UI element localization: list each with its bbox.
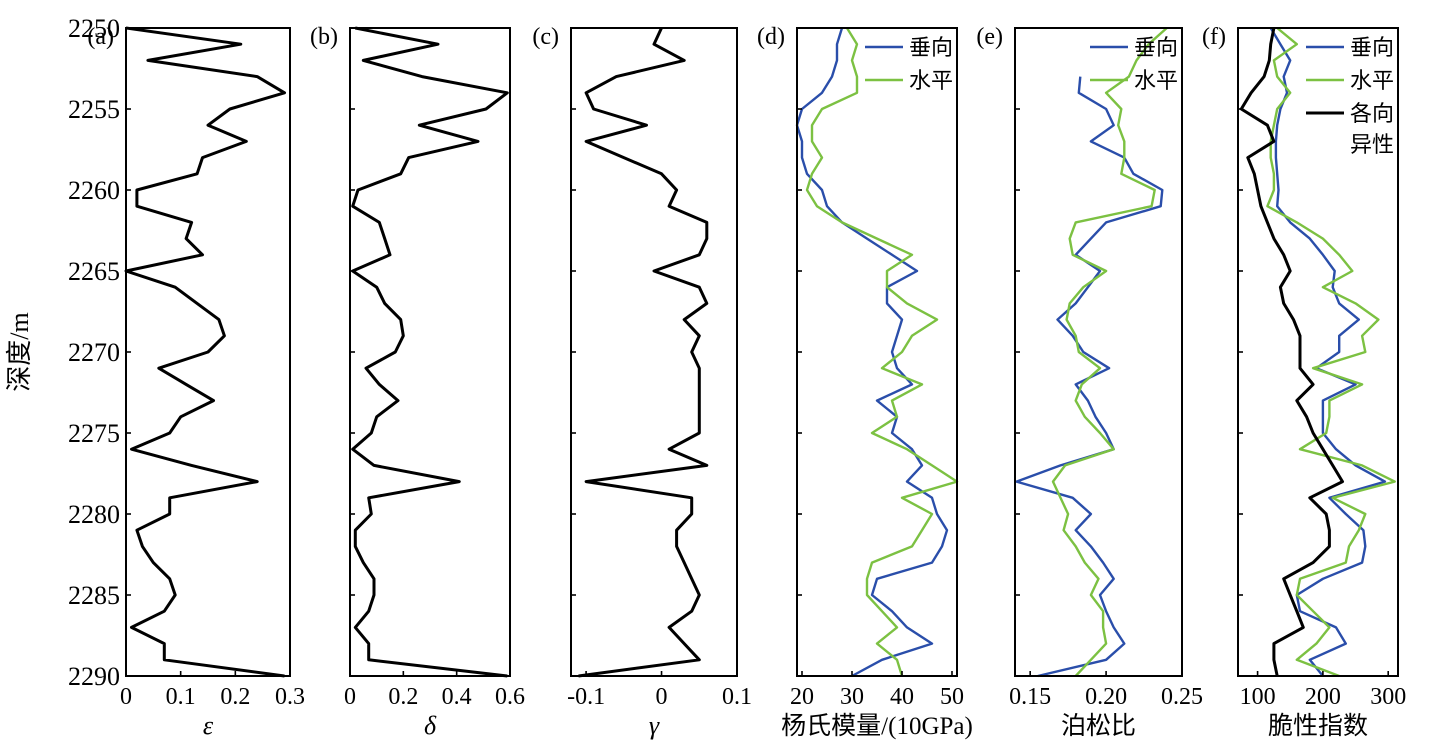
series-line-水平 bbox=[1051, 27, 1168, 677]
x-tick-label: 0.25 bbox=[1161, 684, 1203, 710]
x-tick-label: 0.15 bbox=[1009, 684, 1051, 710]
series-line-垂向 bbox=[795, 27, 949, 678]
x-axis-label: γ bbox=[649, 711, 660, 740]
x-tick-label: 200 bbox=[1305, 684, 1341, 710]
panel-a: (a)2250225522602265227022752280228522900… bbox=[68, 14, 305, 740]
series-line-main bbox=[351, 26, 509, 678]
panel-b: (b) 0 0.2 0.4 0.6 δ bbox=[310, 24, 525, 740]
x-axis-label: 杨氏模量/(10GPa) bbox=[781, 712, 973, 740]
x-tick-label: 0.3 bbox=[275, 684, 305, 710]
x-tick-label: 50 bbox=[940, 684, 964, 710]
legend-label: 异性 bbox=[1350, 132, 1394, 157]
x-tick-label: 0 bbox=[344, 684, 356, 710]
series-line-main bbox=[124, 26, 286, 678]
x-axis-label: ε bbox=[203, 711, 214, 740]
depth-tick-label: 2290 bbox=[68, 662, 120, 691]
legend-label: 各向 bbox=[1350, 101, 1394, 126]
panels: (a)2250225522602265227022752280228522900… bbox=[68, 14, 1406, 740]
x-axis-label: 脆性指数 bbox=[1268, 712, 1368, 740]
series-line-main bbox=[578, 27, 709, 678]
panel-label: (b) bbox=[310, 24, 338, 50]
legend-label: 水平 bbox=[1134, 68, 1178, 93]
x-tick-label: 100 bbox=[1240, 684, 1276, 710]
legend-label: 水平 bbox=[909, 68, 953, 93]
legend-label: 水平 bbox=[1350, 68, 1394, 93]
depth-tick-label: 2275 bbox=[68, 419, 120, 448]
x-tick-label: -0.1 bbox=[567, 684, 605, 710]
x-tick-label: 0.2 bbox=[388, 684, 418, 710]
panel-label: (f) bbox=[1202, 24, 1226, 50]
panel-label: (e) bbox=[976, 24, 1003, 50]
depth-tick-label: 2285 bbox=[68, 581, 120, 610]
plot-frame bbox=[570, 27, 738, 677]
legend-label: 垂向 bbox=[1350, 35, 1394, 60]
x-tick-label: 0.1 bbox=[722, 684, 752, 710]
x-tick-label: 20 bbox=[790, 684, 814, 710]
legend-label: 垂向 bbox=[909, 35, 953, 60]
x-axis-label: δ bbox=[424, 711, 437, 740]
x-tick-label: 0 bbox=[656, 684, 668, 710]
panel-label: (a) bbox=[87, 24, 114, 50]
x-tick-label: 0.6 bbox=[495, 684, 525, 710]
depth-tick-label: 2255 bbox=[68, 95, 120, 124]
x-tick-label: 0 bbox=[120, 684, 132, 710]
x-tick-label: 0.4 bbox=[442, 684, 472, 710]
legend-label: 垂向 bbox=[1134, 35, 1178, 60]
depth-tick-label: 2260 bbox=[68, 176, 120, 205]
x-tick-label: 300 bbox=[1370, 684, 1406, 710]
depth-tick-label: 2270 bbox=[68, 338, 120, 367]
depth-tick-label: 2265 bbox=[68, 257, 120, 286]
series-line-水平 bbox=[805, 27, 959, 677]
depth-tick-label: 2280 bbox=[68, 500, 120, 529]
x-tick-label: 30 bbox=[840, 684, 864, 710]
x-tick-label: 40 bbox=[890, 684, 914, 710]
series-line-垂向 bbox=[1269, 27, 1387, 677]
series-line-各向异性 bbox=[1239, 27, 1344, 677]
x-tick-label: 0.1 bbox=[166, 684, 196, 710]
x-tick-label: 0.2 bbox=[220, 684, 250, 710]
panel-label: (c) bbox=[532, 24, 559, 50]
x-axis-label: 泊松比 bbox=[1061, 712, 1136, 740]
depth-tick-label: 2250 bbox=[68, 14, 120, 43]
panel-label: (d) bbox=[757, 24, 785, 50]
panel-c: (c) -0.1 0 0.1 γ bbox=[532, 24, 752, 740]
depth-axis-label: 深度/m bbox=[5, 312, 34, 391]
x-tick-label: 0.20 bbox=[1085, 684, 1127, 710]
